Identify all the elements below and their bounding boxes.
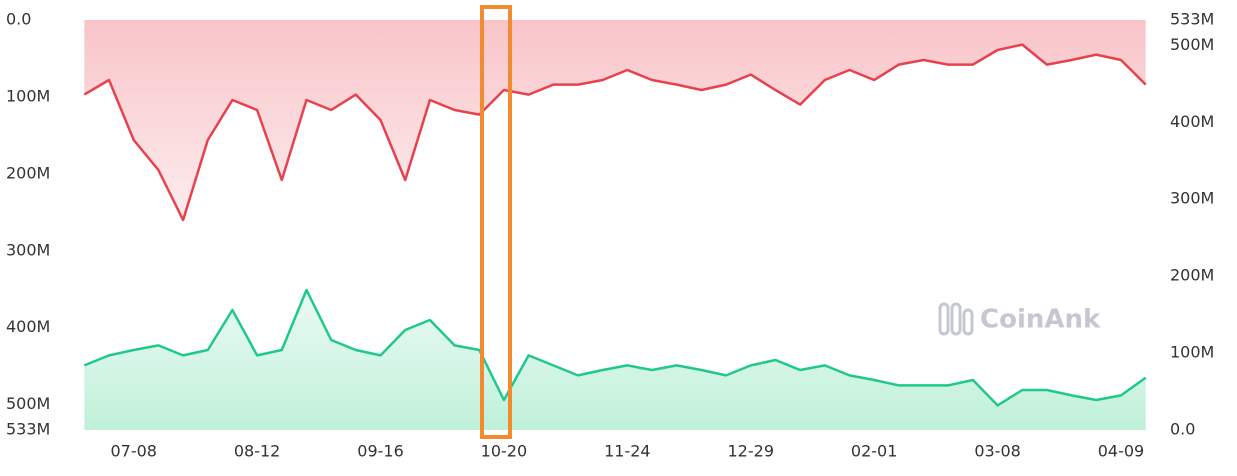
y2-tick-label: 400M xyxy=(1170,112,1214,131)
x-tick-label: 07-08 xyxy=(110,442,157,461)
y-tick-label: 0.0 xyxy=(6,10,31,29)
y2-tick-label: 200M xyxy=(1170,266,1214,285)
y2-tick-label: 533M xyxy=(1170,10,1214,29)
y2-tick-label: 300M xyxy=(1170,189,1214,208)
plot-area xyxy=(83,20,1147,430)
y-tick-label: 300M xyxy=(6,240,50,259)
x-tick-label: 02-01 xyxy=(851,442,898,461)
area xyxy=(84,20,1146,220)
area xyxy=(84,290,1146,430)
y-tick-label: 500M xyxy=(6,394,50,413)
y2-tick-label: 0.0 xyxy=(1170,420,1195,439)
x-tick-label: 12-29 xyxy=(728,442,775,461)
y2-tick-label: 100M xyxy=(1170,343,1214,362)
y-tick-label: 100M xyxy=(6,86,50,105)
x-tick-label: 08-12 xyxy=(234,442,281,461)
y-tick-label: 200M xyxy=(6,163,50,182)
y-tick-label: 400M xyxy=(6,317,50,336)
y2-tick-label: 500M xyxy=(1170,35,1214,54)
x-tick-label: 11-24 xyxy=(604,442,651,461)
logo xyxy=(938,302,974,336)
line xyxy=(83,43,1147,222)
watermark: CoinAnk xyxy=(980,305,1101,335)
x-tick-label: 03-08 xyxy=(974,442,1021,461)
x-tick-label: 10-20 xyxy=(481,442,528,461)
highlight-box xyxy=(480,5,512,439)
line xyxy=(83,288,1147,407)
y-tick-label: 533M xyxy=(6,420,50,439)
x-tick-label: 04-09 xyxy=(1098,442,1145,461)
x-tick-label: 09-16 xyxy=(357,442,404,461)
